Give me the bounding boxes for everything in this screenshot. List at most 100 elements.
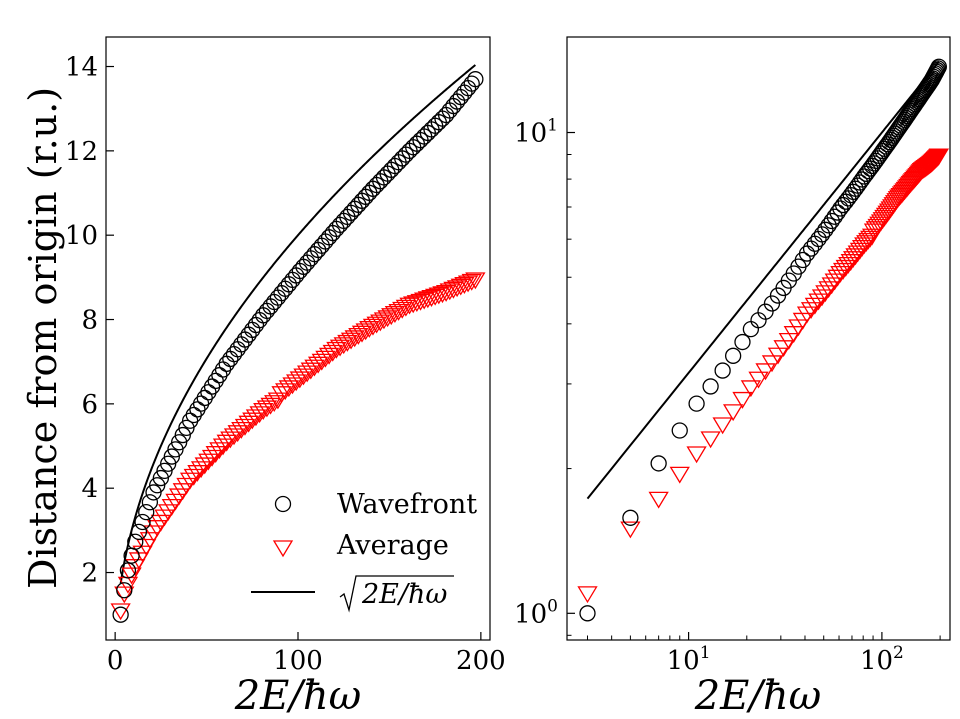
y-axis-label: Distance from origin (r.u.)	[21, 87, 65, 589]
average-point	[205, 446, 226, 463]
average-point	[366, 316, 387, 334]
average-point	[264, 395, 285, 413]
wavefront-point	[452, 88, 469, 106]
average-point	[271, 386, 292, 404]
log-wavefront-point	[817, 221, 834, 238]
y-tick-label: 6	[81, 390, 98, 420]
log-wavefront-point	[823, 212, 840, 230]
average-point	[242, 412, 263, 430]
wavefront-point	[459, 79, 477, 97]
average-point	[282, 377, 303, 395]
wavefront-point	[116, 582, 133, 599]
log-wavefront-point	[742, 320, 760, 338]
average-point	[293, 368, 314, 386]
average-point	[351, 325, 373, 343]
y-tick-label: 2	[81, 559, 98, 589]
log-wavefront-point	[853, 171, 871, 188]
legend-item-sqrt: 2E/ħω	[251, 575, 454, 613]
log-wavefront-point	[714, 362, 731, 379]
log-average-point	[732, 391, 753, 409]
log-wavefront-point	[688, 395, 705, 412]
average-point	[370, 314, 391, 332]
log-wavefront-point	[650, 455, 667, 472]
log-wavefront-point	[820, 217, 837, 234]
log-average-point	[686, 446, 707, 464]
average-point	[220, 431, 241, 449]
wavefront-point	[192, 395, 210, 412]
legend-average-label: Average	[336, 530, 449, 561]
wavefront-point	[255, 307, 272, 324]
average-point	[289, 371, 310, 389]
wavefront-point	[229, 341, 246, 358]
y-tick-label: 8	[81, 306, 98, 336]
linear-ticks: 0 100 200 2 4 6 8 10 12 14	[65, 53, 506, 676]
average-point	[238, 415, 259, 433]
log-average-point	[740, 380, 762, 398]
average-point	[183, 468, 204, 486]
log-wavefront-point	[851, 174, 869, 191]
average-point	[373, 312, 395, 330]
wavefront-point	[207, 372, 224, 390]
average-point	[355, 323, 376, 341]
y-tick-label: 12	[65, 137, 98, 167]
average-point	[384, 306, 406, 323]
average-point	[253, 403, 274, 420]
average-point	[318, 347, 340, 365]
linear-panel: 0 100 200 2 4 6 8 10 12 14 2E/ħω Distance from or…	[21, 36, 506, 719]
log-average-point	[648, 491, 669, 509]
wavefront-point	[141, 494, 159, 511]
average-point	[201, 449, 223, 467]
wavefront-point	[467, 71, 484, 88]
log-wavefront-point	[702, 378, 719, 395]
average-point	[245, 409, 267, 427]
linear-panel-marks	[110, 64, 486, 623]
legend: Wavefront Average 2E/ħω	[251, 489, 477, 613]
log-wavefront-point	[832, 200, 849, 217]
wavefront-point	[233, 336, 250, 353]
log-wavefront-point	[579, 605, 596, 622]
average-point	[223, 428, 245, 446]
average-point	[340, 332, 362, 350]
wavefront-point	[196, 389, 213, 407]
legend-item-wavefront: Wavefront	[274, 489, 477, 520]
log-wavefront-point	[734, 333, 751, 351]
wavefront-point	[280, 276, 298, 293]
log-axes-frame	[566, 36, 951, 641]
wavefront-point	[258, 302, 276, 320]
log-wavefront-point	[928, 61, 946, 79]
log-y-tick-label: 101	[514, 116, 558, 149]
legend-wavefront-label: Wavefront	[337, 489, 477, 520]
wavefront-point	[130, 523, 148, 541]
log-y-tick-label: 100	[514, 596, 558, 629]
average-point	[326, 341, 347, 359]
y-tick-label: 4	[81, 474, 98, 504]
wavefront-point	[284, 271, 301, 289]
wavefront-point	[266, 293, 283, 311]
log-ticks: 101 102 100 101	[514, 116, 941, 676]
x-tick-label: 100	[273, 646, 323, 676]
log-wavefront-point	[813, 226, 831, 243]
average-point	[234, 418, 256, 436]
average-point	[212, 438, 234, 456]
log-wavefront-point	[757, 303, 774, 320]
average-point	[344, 330, 365, 348]
wavefront-point	[211, 367, 228, 384]
wavefront-point	[269, 289, 287, 306]
wavefront-point	[251, 312, 268, 329]
average-point	[322, 344, 343, 362]
legend-wavefront-marker	[274, 495, 292, 513]
average-point	[381, 308, 402, 326]
wavefront-point	[456, 84, 473, 101]
average-point	[249, 406, 270, 424]
wavefront-point	[189, 401, 206, 418]
log-wavefront-point	[826, 208, 843, 225]
log-average-point	[620, 521, 641, 539]
wavefront-point	[200, 384, 217, 401]
x-tick-label: 200	[456, 646, 506, 676]
wavefront-point	[218, 355, 235, 372]
log-average-point	[815, 285, 836, 303]
y-tick-label: 14	[65, 53, 98, 83]
average-point	[304, 359, 325, 377]
average-point	[300, 362, 321, 380]
